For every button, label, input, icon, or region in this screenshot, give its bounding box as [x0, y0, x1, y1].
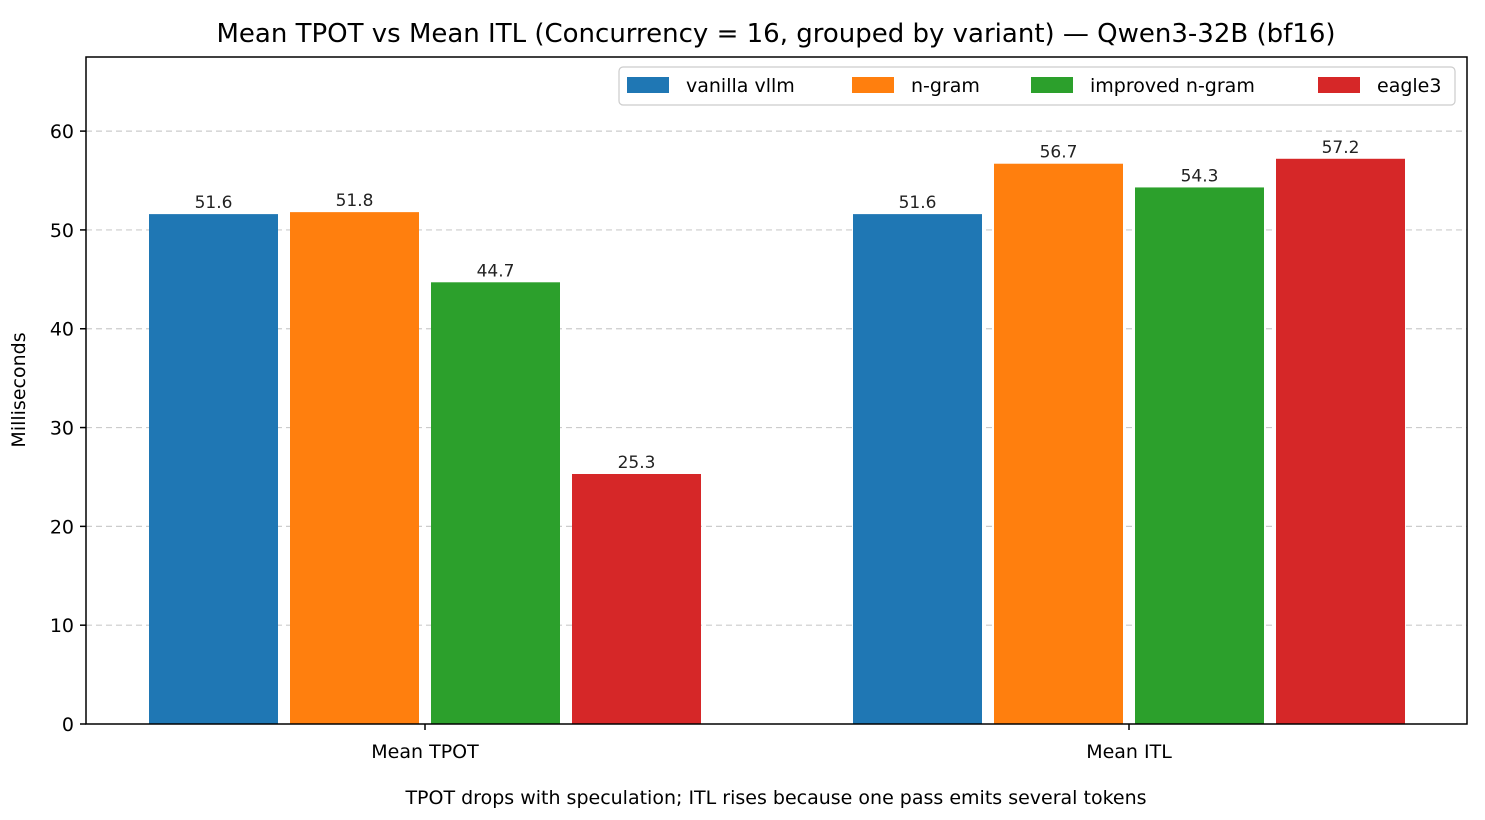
- x-tick-label: Mean TPOT: [371, 741, 479, 763]
- y-tick-label: 0: [62, 714, 74, 736]
- y-tick-label: 50: [50, 220, 74, 242]
- bar-value-labels: 51.6 51.8 44.7 25.3 51.6 56.7 54.3 57.2: [195, 138, 1360, 473]
- legend-label: n-gram: [911, 75, 980, 97]
- legend-swatch: [1031, 77, 1073, 93]
- bar-value-label: 56.7: [1040, 143, 1078, 163]
- x-axis: Mean TPOT Mean ITL: [371, 724, 1172, 763]
- bar: [290, 212, 419, 724]
- bar-value-label: 25.3: [618, 453, 656, 473]
- bar: [1135, 187, 1264, 725]
- y-tick-label: 20: [50, 516, 74, 538]
- bar: [994, 163, 1123, 725]
- y-tick-label: 30: [50, 418, 74, 440]
- legend-label: improved n-gram: [1090, 75, 1255, 97]
- legend: vanilla vllm n-gram improved n-gram eagle3: [618, 66, 1456, 106]
- bar-value-label: 51.6: [195, 193, 233, 213]
- bar: [853, 214, 982, 725]
- y-axis-label: Milliseconds: [8, 332, 30, 447]
- bar-value-label: 44.7: [477, 261, 515, 281]
- legend-label: eagle3: [1377, 75, 1441, 97]
- bar: [149, 214, 278, 725]
- x-axis-caption: TPOT drops with speculation; ITL rises b…: [404, 787, 1146, 809]
- legend-swatch: [1318, 77, 1360, 93]
- legend-label: vanilla vllm: [686, 75, 795, 97]
- bar: [572, 473, 701, 724]
- y-tick-label: 40: [50, 319, 74, 341]
- chart-title: Mean TPOT vs Mean ITL (Concurrency = 16,…: [216, 19, 1335, 49]
- y-axis: 0 10 20 30 40 50 60: [50, 121, 86, 736]
- bar-value-label: 51.8: [336, 191, 374, 211]
- y-tick-label: 10: [50, 615, 74, 637]
- bar-value-label: 54.3: [1181, 166, 1219, 186]
- bar: [1276, 158, 1405, 724]
- x-tick-label: Mean ITL: [1086, 741, 1172, 763]
- bar: [431, 282, 560, 724]
- legend-swatch: [627, 77, 669, 93]
- bar-value-label: 57.2: [1322, 138, 1360, 158]
- y-tick-label: 60: [50, 121, 74, 143]
- bar-value-label: 51.6: [899, 193, 937, 213]
- plot-area-frame: [85, 56, 1468, 725]
- legend-swatch: [852, 77, 894, 93]
- bars: [149, 158, 1405, 725]
